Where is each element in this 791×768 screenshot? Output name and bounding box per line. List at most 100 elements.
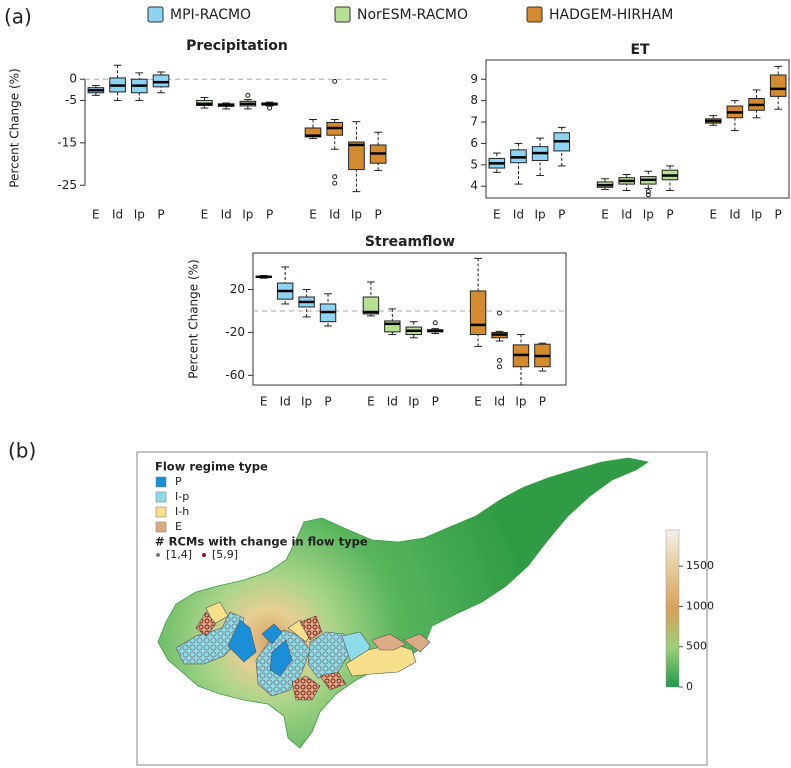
catchment-ip-hatched: [176, 612, 244, 664]
legend-label: NorESM-RACMO: [357, 7, 468, 23]
catchment-e-hatched: [300, 616, 322, 640]
y-tick-label: -5: [65, 93, 77, 107]
outlier: [497, 364, 503, 370]
y-tick-label: 4: [470, 179, 478, 193]
box: [362, 296, 380, 315]
x-tick-label: Ip: [408, 395, 419, 409]
x-tick-label: E: [493, 208, 501, 222]
x-tick-label: Id: [621, 208, 632, 222]
x-tick-label: P: [375, 208, 382, 222]
x-tick-label: E: [474, 395, 482, 409]
x-tick-label: Id: [494, 395, 505, 409]
y-tick-label: -20: [225, 325, 245, 339]
plot-frame: [252, 252, 567, 386]
change-legend: [1,4] [5,9]: [156, 548, 238, 561]
regime-label: P: [175, 475, 182, 488]
box: [769, 74, 787, 97]
x-tick-label: E: [201, 208, 209, 222]
x-tick-label: E: [367, 395, 375, 409]
box-plots: Precipitation Percent Change (%) 0 -5 -15 -25…: [8, 38, 790, 409]
y-tick-label: 5: [470, 157, 478, 171]
x-tick-label: E: [309, 208, 317, 222]
change-label: [1,4]: [166, 548, 192, 561]
x-tick-label: Id: [221, 208, 232, 222]
box: [152, 74, 170, 88]
catchment-ih: [345, 643, 417, 677]
panel-label: (b): [8, 439, 36, 463]
outlier: [645, 189, 651, 195]
catchment-e: [371, 633, 407, 651]
x-tick-label: P: [324, 395, 331, 409]
regime-label: E: [175, 520, 182, 533]
y-tick-label: 8: [470, 93, 478, 107]
box: [384, 320, 401, 333]
x-tick-label: Ip: [301, 395, 312, 409]
regime-swatch: [155, 506, 167, 518]
change-symbol: [156, 553, 160, 557]
x-tick-label: E: [601, 208, 609, 222]
y-tick-label: -15: [57, 135, 77, 149]
catchment-e-hatched: [320, 672, 346, 690]
legend-swatch: [526, 6, 543, 23]
outlier: [245, 92, 251, 98]
legend-label: HADGEM-HIRHAM: [549, 7, 673, 23]
outlier: [432, 320, 438, 326]
regime-swatch: [155, 491, 167, 503]
y-tick-label: -60: [225, 368, 245, 382]
change-symbol: [202, 553, 206, 557]
legend-swatch: [334, 6, 351, 23]
catchment-p: [261, 623, 283, 645]
x-tick-label: E: [260, 395, 268, 409]
regime-legend: P I-p I-h E: [155, 475, 189, 533]
legend-swatch: [147, 6, 164, 23]
chart-title: Streamflow: [365, 234, 455, 250]
regime-label: I-h: [175, 505, 189, 518]
x-tick-label: Ip: [351, 208, 362, 222]
x-tick-label: Id: [387, 395, 398, 409]
x-tick-label: Ip: [134, 208, 145, 222]
colorbar-tick-label: 0: [686, 680, 693, 693]
regime-label: I-p: [175, 490, 189, 503]
x-tick-label: P: [266, 208, 273, 222]
x-tick-label: Ip: [643, 208, 654, 222]
outlier: [332, 174, 338, 180]
x-tick-label: P: [539, 395, 546, 409]
x-tick-label: P: [432, 395, 439, 409]
box: [348, 141, 365, 171]
legend: MPI-RACMO NorESM-RACMO HADGEM-HIRHAM: [147, 6, 673, 23]
colorbar-tick-label: 1500: [686, 559, 714, 572]
x-tick-label: P: [157, 208, 164, 222]
x-tick-label: Id: [513, 208, 524, 222]
outlier: [497, 310, 503, 316]
y-tick-label: -25: [57, 178, 77, 192]
x-tick-label: Id: [329, 208, 340, 222]
map: Flow regime type P I-p I-h E # RCMs with ch…: [136, 451, 714, 766]
outlier: [267, 105, 273, 111]
catchment-e-hatched: [196, 612, 216, 636]
change-label: [5,9]: [212, 548, 238, 561]
box: [469, 290, 487, 336]
y-tick-label: 9: [470, 72, 478, 86]
x-tick-label: Ip: [535, 208, 546, 222]
catchment-ip-hatched: [308, 632, 350, 678]
y-axis-label: Percent Change (%): [187, 259, 201, 379]
plot-frame: [485, 59, 790, 199]
y-tick-label: 0: [69, 72, 77, 86]
x-tick-label: Id: [280, 395, 291, 409]
x-tick-label: Ip: [515, 395, 526, 409]
regime-swatch: [155, 521, 167, 533]
chart-title: Precipitation: [186, 38, 288, 54]
x-tick-label: Ip: [751, 208, 762, 222]
x-tick-label: Id: [729, 208, 740, 222]
y-tick-label: 6: [470, 136, 478, 150]
x-tick-label: E: [92, 208, 100, 222]
catchment-e: [403, 633, 431, 653]
outlier: [332, 78, 338, 84]
outlier: [497, 357, 503, 363]
outlier: [645, 192, 651, 198]
catchment-e-hatched: [292, 676, 320, 700]
y-axis-label: Percent Change (%): [8, 68, 22, 188]
catchment-p: [227, 619, 257, 663]
chart-title: ET: [630, 42, 650, 58]
x-tick-label: P: [775, 208, 782, 222]
